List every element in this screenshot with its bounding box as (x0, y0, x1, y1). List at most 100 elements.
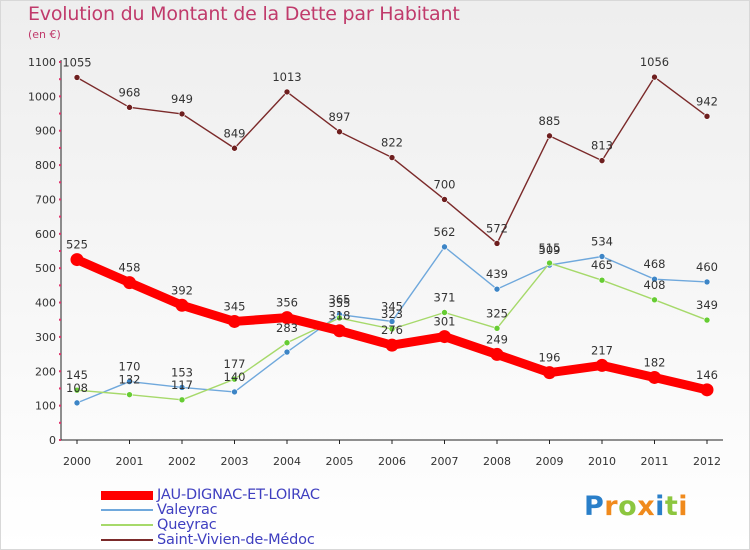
data-label-queyrac: 145 (66, 368, 88, 382)
data-label-jau-dignac-et-loirac: 345 (224, 299, 246, 313)
data-label-valeyrac: 365 (329, 293, 351, 307)
y-major-tick (59, 129, 61, 132)
y-minor-tick (59, 284, 61, 287)
x-tick-label: 2004 (273, 455, 301, 468)
data-point-saint-vivien-de-medoc (388, 154, 396, 161)
data-point-queyrac (231, 375, 238, 383)
data-label-jau-dignac-et-loirac: 356 (276, 296, 298, 310)
data-point-queyrac (178, 396, 186, 404)
legend-swatch (101, 524, 153, 526)
data-point-queyrac (651, 296, 658, 304)
legend-swatch (101, 539, 153, 541)
data-point-jau-dignac-et-loirac (490, 347, 504, 361)
data-label-jau-dignac-et-loirac: 276 (381, 323, 403, 337)
data-point-queyrac (126, 391, 133, 398)
data-point-saint-vivien-de-medoc (493, 240, 501, 247)
x-tick-label: 2009 (536, 455, 564, 468)
data-label-queyrac: 408 (644, 278, 666, 292)
y-tick-label: 800 (35, 159, 56, 172)
data-point-jau-dignac-et-loirac (438, 330, 451, 344)
y-major-tick (59, 95, 61, 98)
logo-letter: i (655, 491, 665, 522)
x-tick-label: 2005 (326, 455, 354, 468)
logo-letter: r (604, 491, 619, 522)
legend-item: JAU-DIGNAC-ET-LOIRAC (101, 487, 320, 503)
data-label-valeyrac: 170 (119, 360, 141, 374)
data-point-jau-dignac-et-loirac (123, 276, 136, 290)
y-minor-tick (59, 78, 61, 81)
y-major-tick (59, 301, 61, 304)
data-point-valeyrac (598, 253, 606, 260)
legend-label: Valeyrac (157, 502, 218, 518)
data-point-saint-vivien-de-medoc (231, 144, 238, 152)
data-label-saint-vivien-de-medoc: 1055 (62, 55, 91, 69)
y-major-tick (59, 335, 61, 338)
data-point-saint-vivien-de-medoc (126, 104, 133, 111)
y-minor-tick (59, 181, 61, 184)
x-tick-label: 2000 (63, 455, 91, 468)
x-tick-label: 2001 (116, 455, 144, 468)
data-label-saint-vivien-de-medoc: 849 (224, 126, 246, 140)
data-point-jau-dignac-et-loirac (175, 298, 189, 312)
y-tick-label: 1000 (28, 90, 56, 103)
data-point-jau-dignac-et-loirac (648, 370, 661, 384)
logo-letter: i (678, 491, 689, 522)
data-point-valeyrac (651, 275, 658, 283)
data-label-queyrac: 132 (119, 373, 141, 387)
y-tick-label: 200 (35, 365, 56, 378)
y-tick-label: 500 (35, 262, 56, 275)
data-label-saint-vivien-de-medoc: 885 (539, 114, 561, 128)
data-label-queyrac: 371 (434, 291, 456, 305)
y-minor-tick (59, 318, 61, 321)
data-label-saint-vivien-de-medoc: 813 (591, 139, 613, 153)
data-point-queyrac (703, 316, 711, 324)
data-label-queyrac: 515 (539, 241, 561, 255)
y-tick-label: 700 (35, 193, 56, 206)
data-point-jau-dignac-et-loirac (280, 311, 294, 325)
y-minor-tick (59, 146, 61, 149)
data-label-jau-dignac-et-loirac: 458 (119, 261, 141, 275)
legend-swatch (101, 490, 153, 500)
y-minor-tick (59, 421, 61, 424)
data-label-queyrac: 355 (329, 296, 351, 310)
data-label-jau-dignac-et-loirac: 318 (329, 309, 351, 323)
data-point-jau-dignac-et-loirac (333, 324, 346, 338)
x-tick-label: 2010 (588, 455, 616, 468)
data-point-saint-vivien-de-medoc (283, 88, 291, 96)
y-tick-label: 900 (35, 125, 56, 138)
data-point-queyrac (546, 259, 553, 267)
data-point-saint-vivien-de-medoc (178, 110, 186, 118)
data-label-saint-vivien-de-medoc: 968 (119, 85, 141, 99)
data-label-jau-dignac-et-loirac: 392 (171, 283, 193, 297)
data-point-saint-vivien-de-medoc (703, 112, 711, 120)
data-label-valeyrac: 140 (224, 370, 246, 384)
data-label-jau-dignac-et-loirac: 196 (539, 351, 561, 365)
data-point-jau-dignac-et-loirac (385, 338, 399, 352)
data-label-valeyrac: 439 (486, 267, 508, 281)
y-minor-tick (59, 250, 61, 252)
x-tick-label: 2008 (483, 455, 511, 468)
data-label-valeyrac: 468 (644, 257, 666, 271)
data-label-saint-vivien-de-medoc: 1056 (640, 55, 669, 69)
legend-label: JAU-DIGNAC-ET-LOIRAC (157, 487, 320, 503)
data-point-queyrac (336, 314, 343, 322)
data-label-queyrac: 349 (696, 298, 718, 312)
data-label-jau-dignac-et-loirac: 217 (591, 343, 613, 357)
data-label-jau-dignac-et-loirac: 301 (434, 315, 456, 329)
data-point-valeyrac (126, 378, 133, 385)
data-label-saint-vivien-de-medoc: 1013 (272, 70, 301, 84)
x-tick-label: 2012 (693, 455, 721, 468)
data-label-valeyrac: 534 (591, 234, 613, 248)
data-label-saint-vivien-de-medoc: 822 (381, 136, 403, 150)
data-label-valeyrac: 460 (696, 260, 718, 274)
data-point-saint-vivien-de-medoc (73, 74, 81, 81)
legend-item: Valeyrac (101, 502, 218, 518)
data-point-queyrac (598, 276, 606, 284)
data-point-queyrac (441, 309, 448, 316)
chart-title: Evolution du Montant de la Dette par Hab… (28, 3, 460, 25)
legend-item: Saint-Vivien-de-Médoc (101, 532, 315, 548)
data-label-saint-vivien-de-medoc: 700 (434, 177, 456, 191)
y-major-tick (59, 267, 61, 270)
data-point-saint-vivien-de-medoc (336, 128, 343, 136)
